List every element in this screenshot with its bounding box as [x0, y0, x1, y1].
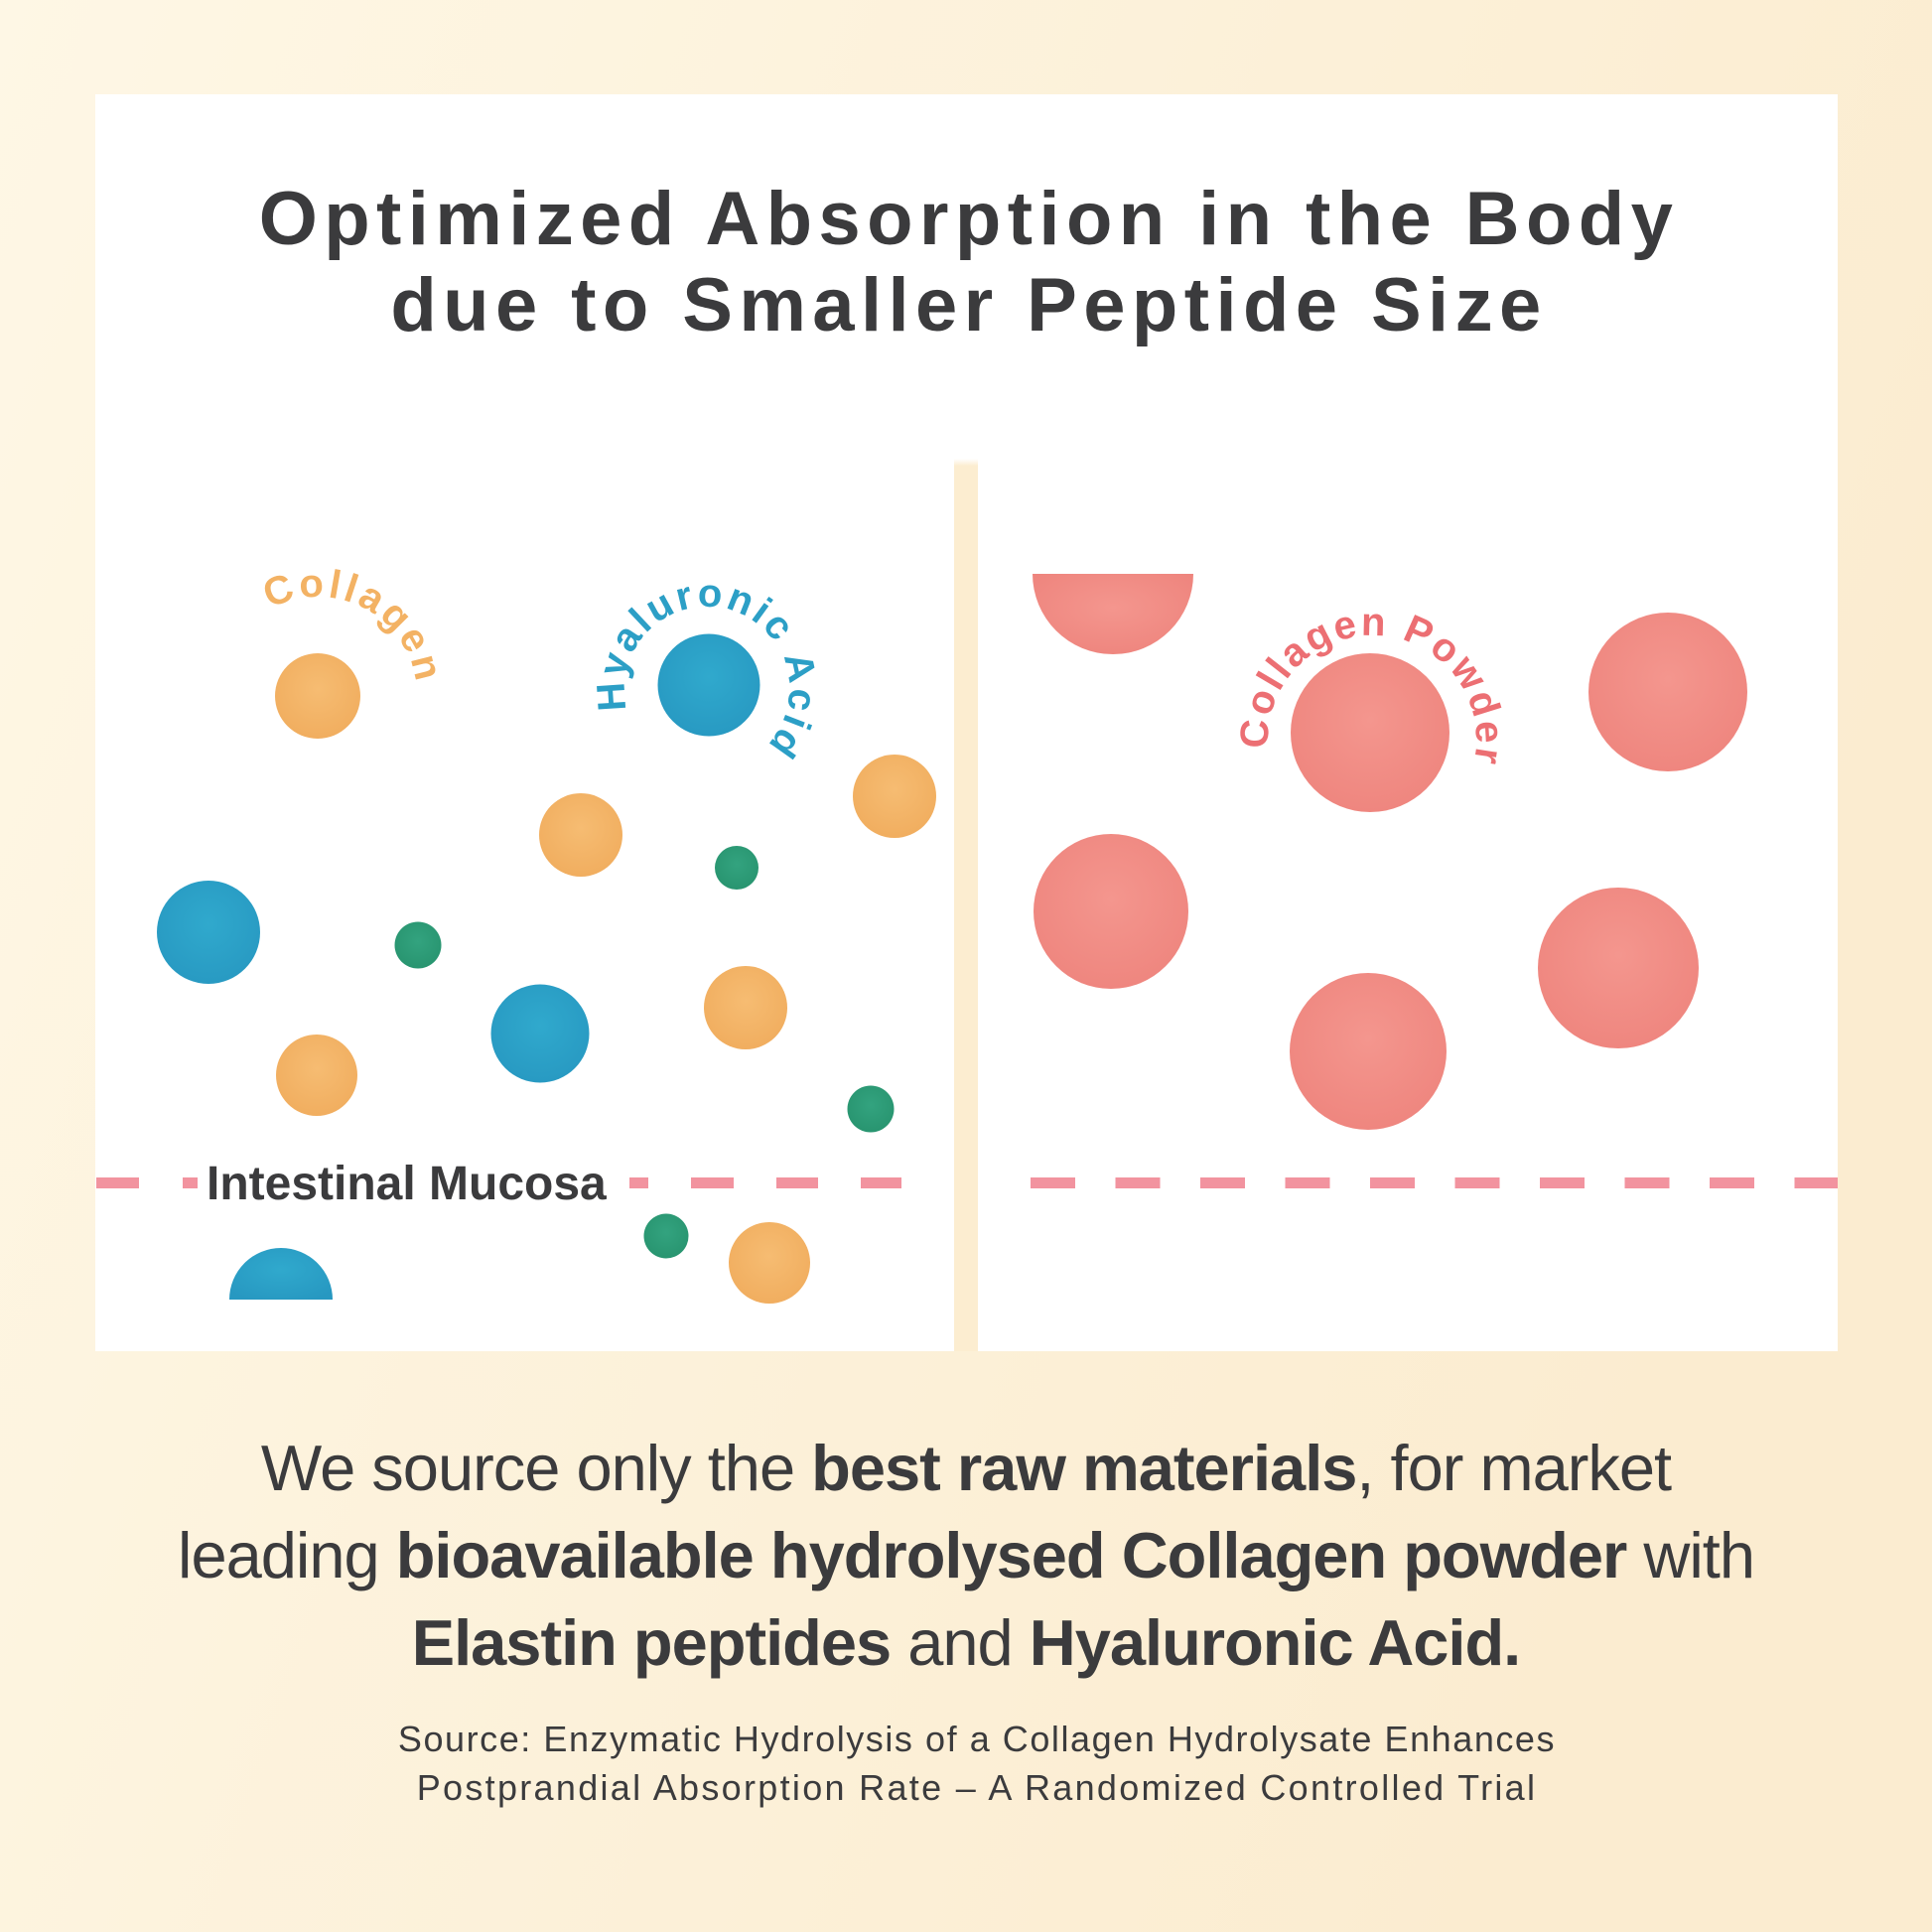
- svg-text:We source only the best raw ma: We source only the best raw materials, f…: [261, 1432, 1672, 1504]
- svg-text:leading bioavailable hydrolyse: leading bioavailable hydrolysed Collagen…: [178, 1519, 1754, 1591]
- svg-text:Intestinal Mucosa: Intestinal Mucosa: [207, 1158, 607, 1210]
- svg-text:due to Smaller Peptide Size: due to Smaller Peptide Size: [390, 263, 1547, 347]
- svg-text:Source: Enzymatic Hydrolysis o: Source: Enzymatic Hydrolysis of a Collag…: [398, 1719, 1556, 1759]
- svg-text:Optimized Absorption in the Bo: Optimized Absorption in the Body: [259, 177, 1680, 261]
- svg-text:Elastin peptides and Hyaluroni: Elastin peptides and Hyaluronic Acid.: [412, 1606, 1521, 1679]
- svg-text:Postprandial Absorption Rate –: Postprandial Absorption Rate – A Randomi…: [417, 1767, 1538, 1808]
